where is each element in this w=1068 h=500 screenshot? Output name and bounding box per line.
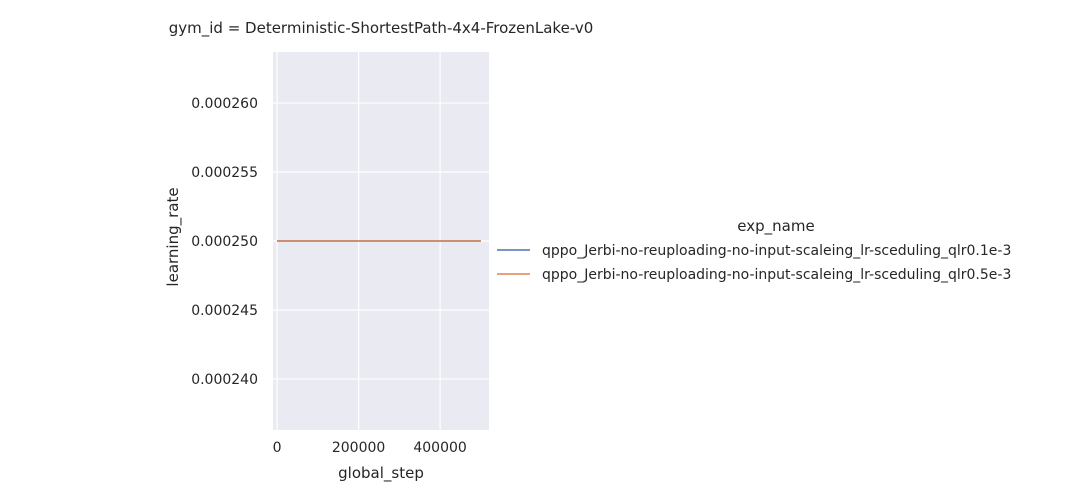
legend-title: exp_name — [737, 217, 814, 236]
chart-title: gym_id = Deterministic-ShortestPath-4x4-… — [169, 19, 594, 38]
y-axis-label: learning_rate — [164, 187, 183, 286]
legend-label-2: qppo_Jerbi-no-reuploading-no-input-scale… — [542, 267, 1011, 283]
legend: exp_name qppo_Jerbi-no-reuploading-no-in… — [497, 217, 1011, 283]
y-tick-label: 0.000245 — [191, 303, 258, 319]
x-tick-label: 400000 — [413, 440, 466, 456]
y-axis-ticks: 0.000240 0.000245 0.000250 0.000255 0.000260 — [191, 96, 258, 388]
y-tick-label: 0.000240 — [191, 372, 258, 388]
y-tick-label: 0.000250 — [191, 234, 258, 250]
legend-items: qppo_Jerbi-no-reuploading-no-input-scale… — [497, 243, 1011, 283]
x-tick-label: 0 — [273, 440, 282, 456]
legend-label-1: qppo_Jerbi-no-reuploading-no-input-scale… — [542, 243, 1011, 259]
x-axis-ticks: 0 200000 400000 — [273, 440, 467, 456]
x-axis-label: global_step — [338, 464, 424, 483]
y-tick-label: 0.000260 — [191, 96, 258, 112]
x-tick-label: 200000 — [332, 440, 385, 456]
y-tick-label: 0.000255 — [191, 165, 258, 181]
